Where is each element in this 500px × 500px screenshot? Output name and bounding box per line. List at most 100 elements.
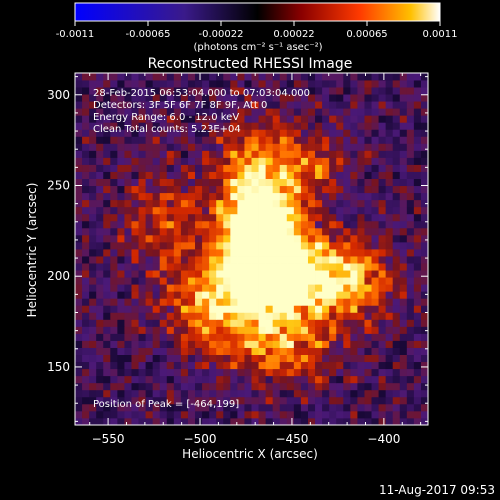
heatmap-cell	[293, 361, 302, 370]
heatmap-cell	[89, 220, 97, 229]
heatmap-cell	[96, 382, 104, 391]
heatmap-cell	[103, 319, 111, 327]
heatmap-cell	[187, 192, 196, 201]
heatmap-cell	[371, 340, 379, 348]
heatmap-cell	[343, 80, 351, 88]
heatmap-cell	[315, 199, 323, 208]
heatmap-cell	[117, 241, 125, 250]
heatmap-cell	[350, 185, 358, 194]
heatmap-cell	[237, 164, 245, 172]
heatmap-cell	[413, 129, 422, 137]
heatmap-cell	[103, 270, 111, 278]
heatmap-cell	[96, 171, 104, 179]
heatmap-cell	[230, 94, 238, 102]
heatmap-cell	[82, 164, 90, 172]
heatmap-cell	[279, 312, 288, 320]
heatmap-cell	[322, 305, 330, 313]
heatmap-cell	[75, 270, 83, 278]
heatmap-cell	[237, 298, 245, 306]
heatmap-cell	[237, 108, 245, 116]
heatmap-cell	[216, 291, 224, 299]
heatmap-cell	[322, 199, 330, 208]
heatmap-cell	[166, 136, 175, 144]
heatmap-cell	[378, 122, 387, 130]
heatmap-cell	[392, 206, 401, 215]
heatmap-cell	[131, 326, 139, 334]
heatmap-cell	[350, 220, 358, 229]
heatmap-cell	[138, 129, 146, 137]
heatmap-cell	[131, 291, 139, 299]
heatmap-cell	[371, 241, 379, 250]
heatmap-cell	[322, 277, 330, 285]
heatmap-cell	[322, 164, 330, 172]
heatmap-cell	[329, 361, 337, 370]
heatmap-cell	[413, 178, 422, 187]
heatmap-cell	[166, 94, 175, 102]
heatmap-cell	[173, 94, 182, 102]
heatmap-cell	[392, 417, 401, 426]
heatmap-cell	[244, 403, 252, 412]
heatmap-cell	[209, 396, 217, 405]
heatmap-cell	[357, 164, 365, 172]
heatmap-cell	[258, 263, 267, 271]
heatmap-cell	[117, 80, 125, 88]
heatmap-cell	[399, 115, 408, 123]
y-axis-label: Heliocentric Y (arcsec)	[25, 183, 39, 318]
heatmap-cell	[230, 410, 238, 419]
heatmap-cell	[152, 143, 161, 151]
heatmap-cell	[103, 192, 111, 201]
heatmap-cell	[293, 270, 302, 278]
heatmap-cell	[293, 143, 302, 151]
heatmap-cell	[307, 396, 316, 405]
heatmap-cell	[145, 319, 154, 327]
heatmap-cell	[265, 178, 274, 187]
heatmap-cell	[180, 333, 189, 341]
heatmap-cell	[251, 129, 259, 137]
heatmap-cell	[173, 136, 182, 144]
heatmap-cell	[364, 87, 372, 95]
heatmap-cell	[385, 347, 394, 355]
heatmap-cell	[223, 178, 231, 187]
heatmap-cell	[244, 249, 252, 257]
heatmap-cell	[279, 284, 288, 292]
heatmap-cell	[385, 178, 394, 187]
heatmap-cell	[371, 213, 379, 222]
heatmap-cell	[251, 312, 259, 320]
heatmap-cell	[286, 403, 295, 412]
heatmap-cell	[209, 347, 217, 355]
heatmap-cell	[223, 185, 231, 194]
heatmap-cell	[406, 277, 415, 285]
heatmap-cell	[223, 80, 231, 88]
heatmap-cell	[117, 143, 125, 151]
heatmap-cell	[131, 368, 139, 377]
heatmap-cell	[131, 178, 139, 187]
heatmap-cell	[82, 361, 90, 370]
heatmap-cell	[244, 115, 252, 123]
heatmap-cell	[371, 80, 379, 88]
heatmap-cell	[343, 410, 351, 419]
heatmap-cell	[392, 143, 401, 151]
heatmap-cell	[329, 389, 337, 398]
heatmap-cell	[103, 340, 111, 348]
heatmap-cell	[307, 354, 316, 363]
heatmap-cell	[300, 256, 309, 264]
heatmap-cell	[307, 171, 316, 179]
heatmap-cell	[82, 396, 90, 405]
heatmap-cell	[202, 340, 210, 348]
heatmap-cell	[322, 396, 330, 405]
heatmap-cell	[195, 178, 203, 187]
heatmap-cell	[166, 277, 175, 285]
heatmap-cell	[237, 389, 245, 398]
heatmap-cell	[159, 396, 168, 405]
heatmap-cell	[223, 263, 231, 271]
annotation-line: Detectors: 3F 5F 6F 7F 8F 9F, Att 0	[93, 100, 267, 111]
heatmap-cell	[202, 171, 210, 179]
heatmap-cell	[159, 157, 168, 165]
heatmap-cell	[209, 234, 217, 243]
heatmap-cell	[237, 284, 245, 292]
heatmap-cell	[293, 263, 302, 271]
heatmap-cell	[223, 291, 231, 299]
heatmap-cell	[329, 312, 337, 320]
heatmap-cell	[82, 410, 90, 419]
heatmap-cell	[279, 326, 288, 334]
